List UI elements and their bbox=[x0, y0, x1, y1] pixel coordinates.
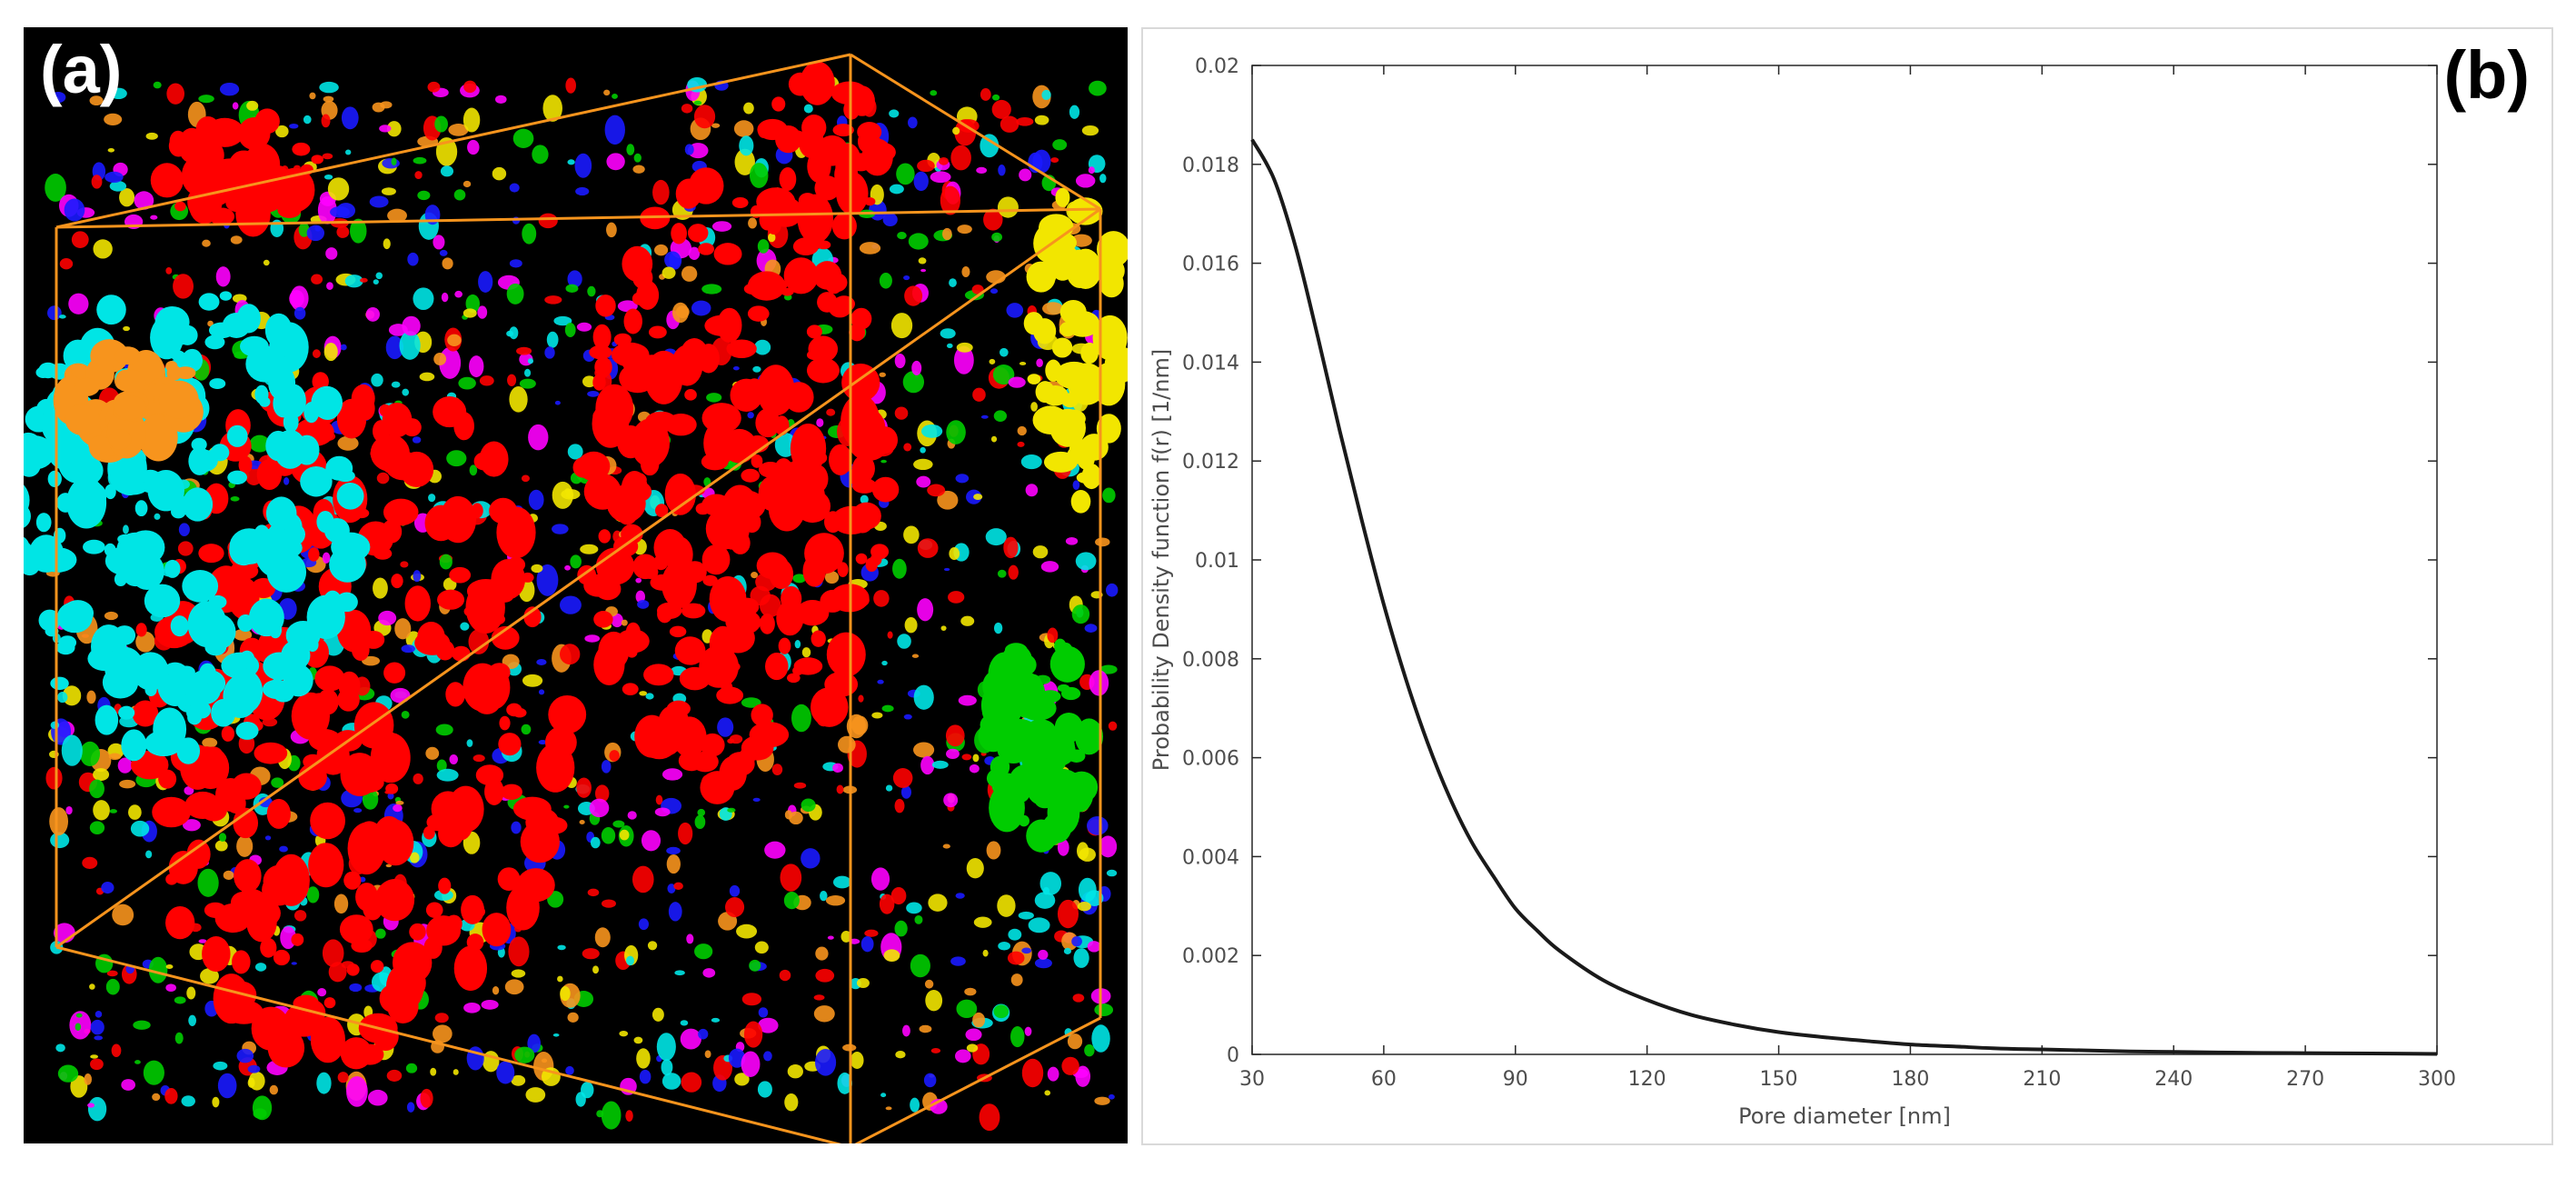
plot-frame bbox=[1251, 65, 2438, 1055]
panel-a-3d-pore-render: (a) bbox=[24, 27, 1128, 1143]
y-tick-label: 0.012 bbox=[1182, 451, 1239, 474]
panel-b-label: (b) bbox=[2443, 37, 2531, 113]
y-tick-label: 0 bbox=[1227, 1044, 1239, 1067]
x-tick-label: 180 bbox=[1891, 1068, 1929, 1091]
pdf-line-chart: 30 60 90 120 150 180 210 240 270 300 0 0.002 0.004 0.… bbox=[1149, 55, 2456, 1129]
x-tick-label: 120 bbox=[1628, 1068, 1666, 1091]
y-tick-label: 0.01 bbox=[1195, 550, 1239, 573]
x-tick-label: 30 bbox=[1239, 1068, 1265, 1091]
y-tick-label: 0.008 bbox=[1182, 649, 1239, 672]
y-axis-title: Probability Density function f(r) [1/nm] bbox=[1149, 349, 1174, 771]
series-line-pdf bbox=[1250, 138, 2438, 1056]
x-tick-label: 270 bbox=[2286, 1068, 2324, 1091]
y-tick-label: 0.016 bbox=[1182, 254, 1239, 276]
x-axis-title: Pore diameter [nm] bbox=[1738, 1103, 1951, 1129]
panel-a-label: (a) bbox=[40, 32, 123, 107]
x-tick-label: 210 bbox=[2023, 1068, 2061, 1091]
y-tick-label: 0.002 bbox=[1182, 945, 1239, 968]
y-tick-label: 0.006 bbox=[1182, 748, 1239, 771]
y-tick-label: 0.004 bbox=[1182, 846, 1239, 869]
x-tick-label: 300 bbox=[2418, 1068, 2456, 1091]
x-tick-label: 240 bbox=[2154, 1068, 2193, 1091]
x-tick-label: 60 bbox=[1371, 1068, 1397, 1091]
x-tick-label: 150 bbox=[1760, 1068, 1798, 1091]
x-tick-label: 90 bbox=[1503, 1068, 1528, 1091]
pore-blobs bbox=[24, 61, 1128, 1132]
pore-network-render bbox=[24, 53, 1128, 1143]
y-tick-label: 0.018 bbox=[1182, 155, 1239, 177]
y-tick-label: 0.014 bbox=[1182, 352, 1239, 374]
panel-b-pdf-chart: 30 60 90 120 150 180 210 240 270 300 0 0.002 0.004 0.… bbox=[1141, 27, 2553, 1145]
bounding-box-wireframe bbox=[55, 53, 1102, 1143]
y-tick-label: 0.02 bbox=[1195, 55, 1239, 78]
